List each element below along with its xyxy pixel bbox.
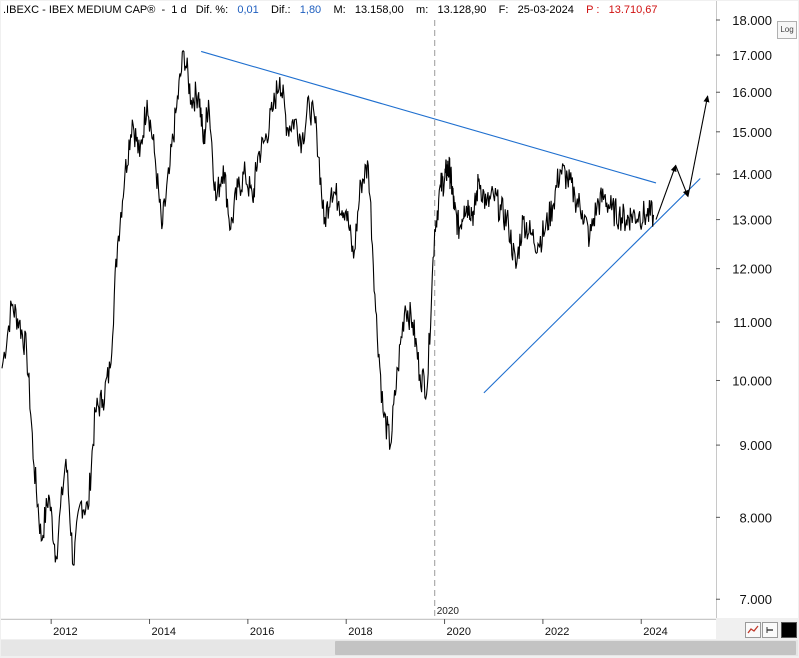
y-tick-label: 17.000 bbox=[732, 48, 772, 63]
trendline bbox=[200, 50, 657, 184]
y-tick-label: 16.000 bbox=[732, 85, 772, 100]
dif-value: 1,80 bbox=[299, 4, 322, 16]
x-tick-label: 2016 bbox=[250, 626, 274, 638]
dif-pct-label: Dif. %: bbox=[195, 4, 229, 16]
y-tick-label: 15.000 bbox=[732, 125, 772, 140]
y-tick-label: 9.000 bbox=[739, 438, 772, 453]
symbol-label: .IBEXC - IBEX MEDIUM CAP® bbox=[3, 4, 156, 16]
x-tick-label: 2012 bbox=[53, 626, 77, 638]
projection-arrow bbox=[687, 95, 710, 197]
max-label: M: bbox=[333, 4, 346, 16]
projection-arrow bbox=[675, 165, 689, 198]
y-tick-label: 7.000 bbox=[739, 592, 772, 607]
scrollbar-thumb[interactable] bbox=[335, 641, 796, 655]
x-tick-label: 2018 bbox=[348, 626, 372, 638]
minus-icon bbox=[766, 627, 773, 633]
chart-thumbnail-button[interactable] bbox=[745, 622, 761, 638]
min-value: 13.128,90 bbox=[437, 4, 487, 16]
plot-area[interactable] bbox=[1, 1, 717, 618]
price-label: P : bbox=[586, 4, 600, 16]
y-tick-label: 12.000 bbox=[732, 262, 772, 277]
x-tick-label: 2020 bbox=[447, 626, 471, 638]
x-tick-label: 2022 bbox=[545, 626, 569, 638]
trendline bbox=[483, 178, 701, 394]
y-axis-panel[interactable] bbox=[717, 1, 798, 618]
y-axis-ticks: 7.000 8.000 9.000 10.000 11.000 12.000 13.000 1… bbox=[716, 13, 772, 607]
y-tick-label: 8.000 bbox=[739, 510, 772, 525]
log-scale-button[interactable]: Log bbox=[777, 21, 797, 39]
dif-pct-value: 0,01 bbox=[237, 4, 259, 16]
quote-info-bar: .IBEXC - IBEX MEDIUM CAP® - 1 d Dif. %: … bbox=[3, 2, 661, 18]
price-value: 13.710,67 bbox=[608, 4, 658, 16]
projection-arrow bbox=[655, 164, 677, 220]
date-cursor: 2020 bbox=[434, 20, 460, 617]
dif-label: Dif.: bbox=[271, 4, 291, 16]
cursor-date-label: 2020 bbox=[437, 606, 460, 617]
y-tick-label: 18.000 bbox=[732, 13, 772, 28]
min-label: m: bbox=[416, 4, 429, 16]
trendlines bbox=[200, 50, 701, 394]
color-swatch-button[interactable] bbox=[781, 622, 797, 638]
x-axis-ticks: 2012 2014 2016 2018 2020 2022 2024 bbox=[50, 619, 668, 638]
projection-path bbox=[655, 95, 710, 220]
period-label: 1 d bbox=[171, 4, 187, 16]
x-axis-panel[interactable] bbox=[1, 619, 716, 639]
date-value: 25-03-2024 bbox=[517, 4, 574, 16]
x-tick-label: 2014 bbox=[152, 626, 176, 638]
date-label: F: bbox=[498, 4, 509, 16]
y-tick-label: 13.000 bbox=[732, 213, 772, 228]
mini-chart-icon bbox=[747, 625, 759, 634]
y-tick-label: 10.000 bbox=[732, 373, 772, 388]
max-value: 13.158,00 bbox=[354, 4, 404, 16]
price-line bbox=[1, 49, 655, 566]
auto-scale-button[interactable] bbox=[762, 622, 778, 638]
y-tick-label: 14.000 bbox=[732, 167, 772, 182]
y-tick-label: 11.000 bbox=[733, 315, 772, 330]
x-tick-label: 2024 bbox=[643, 626, 667, 638]
price-series bbox=[1, 49, 655, 566]
